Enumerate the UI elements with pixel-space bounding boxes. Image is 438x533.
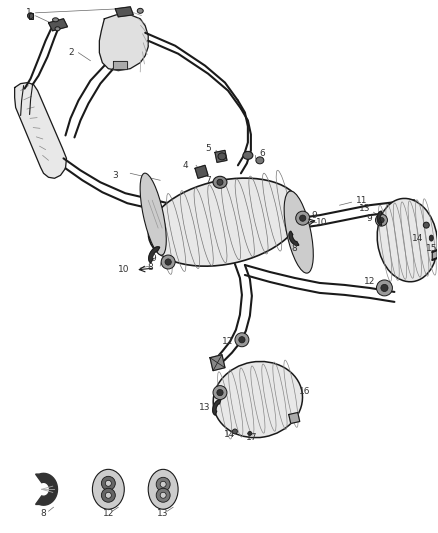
Polygon shape bbox=[195, 165, 208, 178]
Ellipse shape bbox=[148, 178, 301, 266]
Polygon shape bbox=[432, 250, 437, 260]
Text: 1: 1 bbox=[25, 9, 32, 18]
Ellipse shape bbox=[377, 198, 438, 282]
Ellipse shape bbox=[233, 429, 237, 434]
Text: 14: 14 bbox=[224, 430, 236, 439]
Ellipse shape bbox=[28, 13, 34, 19]
Ellipse shape bbox=[92, 470, 124, 509]
Polygon shape bbox=[14, 83, 67, 178]
Ellipse shape bbox=[239, 337, 245, 343]
Polygon shape bbox=[149, 247, 160, 263]
Text: 5: 5 bbox=[205, 144, 211, 153]
Ellipse shape bbox=[235, 333, 249, 347]
Ellipse shape bbox=[256, 157, 264, 164]
Text: 11: 11 bbox=[356, 196, 367, 205]
Ellipse shape bbox=[161, 255, 175, 269]
Ellipse shape bbox=[381, 284, 388, 292]
Ellipse shape bbox=[148, 470, 178, 509]
Polygon shape bbox=[289, 413, 300, 424]
Polygon shape bbox=[215, 150, 227, 163]
Text: 15: 15 bbox=[426, 244, 437, 253]
Ellipse shape bbox=[429, 235, 433, 241]
Polygon shape bbox=[99, 15, 148, 71]
Text: 16: 16 bbox=[299, 387, 311, 396]
Ellipse shape bbox=[248, 431, 252, 435]
Ellipse shape bbox=[217, 179, 223, 185]
Ellipse shape bbox=[156, 488, 170, 502]
Ellipse shape bbox=[156, 478, 170, 491]
Polygon shape bbox=[377, 211, 381, 225]
Text: 8: 8 bbox=[292, 244, 297, 253]
Ellipse shape bbox=[379, 217, 384, 223]
Text: 14: 14 bbox=[412, 233, 423, 243]
Ellipse shape bbox=[423, 222, 429, 228]
Ellipse shape bbox=[218, 153, 226, 160]
Ellipse shape bbox=[213, 385, 227, 400]
Polygon shape bbox=[49, 19, 67, 31]
Ellipse shape bbox=[284, 191, 313, 273]
Ellipse shape bbox=[296, 211, 310, 225]
Text: 3: 3 bbox=[113, 171, 118, 180]
Text: 4: 4 bbox=[182, 161, 188, 170]
Ellipse shape bbox=[122, 8, 128, 14]
Ellipse shape bbox=[300, 215, 306, 221]
Ellipse shape bbox=[101, 488, 115, 502]
Polygon shape bbox=[35, 473, 57, 505]
Polygon shape bbox=[115, 7, 133, 17]
Text: 12: 12 bbox=[102, 508, 114, 518]
Ellipse shape bbox=[101, 477, 115, 490]
Text: 8: 8 bbox=[147, 263, 153, 272]
Text: 6: 6 bbox=[259, 149, 265, 158]
Ellipse shape bbox=[137, 9, 143, 13]
Text: 12: 12 bbox=[364, 278, 375, 286]
Polygon shape bbox=[213, 400, 221, 415]
Text: 13: 13 bbox=[199, 403, 211, 412]
Text: 7: 7 bbox=[205, 176, 211, 185]
Ellipse shape bbox=[55, 27, 60, 31]
Ellipse shape bbox=[213, 176, 227, 188]
Text: 2: 2 bbox=[68, 48, 74, 57]
Text: 13: 13 bbox=[359, 204, 370, 213]
Ellipse shape bbox=[160, 481, 166, 487]
Ellipse shape bbox=[165, 259, 171, 265]
Text: 9: 9 bbox=[367, 214, 372, 223]
Text: 9: 9 bbox=[312, 211, 318, 220]
Ellipse shape bbox=[243, 151, 253, 159]
Polygon shape bbox=[113, 61, 127, 69]
Ellipse shape bbox=[375, 214, 388, 226]
Text: 9: 9 bbox=[150, 254, 156, 263]
Text: 10: 10 bbox=[117, 265, 129, 274]
Ellipse shape bbox=[377, 280, 392, 296]
Ellipse shape bbox=[53, 18, 59, 22]
Ellipse shape bbox=[106, 480, 111, 486]
Ellipse shape bbox=[106, 492, 111, 498]
Ellipse shape bbox=[160, 492, 166, 498]
Ellipse shape bbox=[213, 361, 303, 438]
Ellipse shape bbox=[140, 173, 166, 255]
Text: 8: 8 bbox=[41, 508, 46, 518]
Text: 17: 17 bbox=[246, 433, 258, 442]
Text: 12: 12 bbox=[222, 337, 233, 346]
Polygon shape bbox=[210, 355, 225, 370]
Ellipse shape bbox=[217, 390, 223, 395]
Text: 10: 10 bbox=[316, 217, 327, 227]
Polygon shape bbox=[289, 231, 299, 245]
Text: 13: 13 bbox=[157, 508, 169, 518]
